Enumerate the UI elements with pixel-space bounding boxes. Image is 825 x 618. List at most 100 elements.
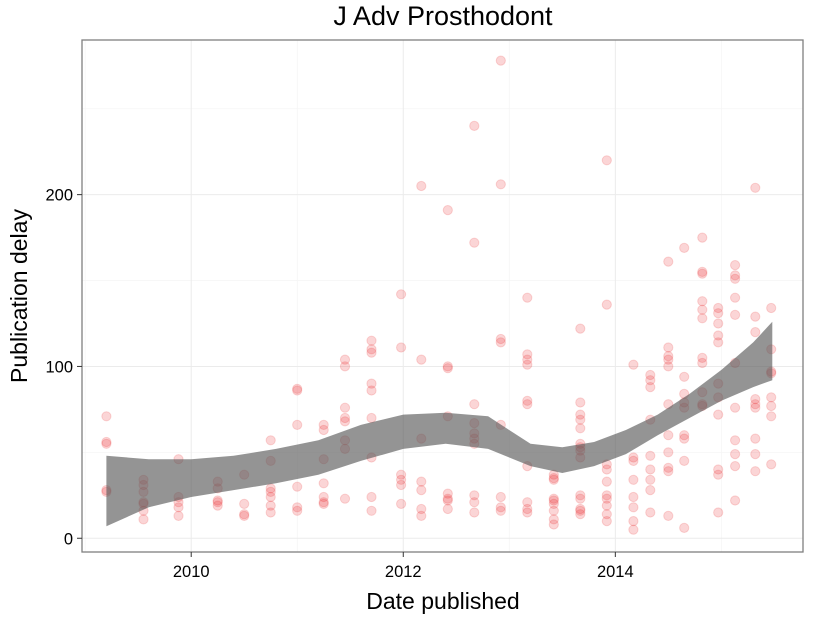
data-point bbox=[366, 347, 377, 358]
data-point bbox=[339, 354, 351, 365]
data-point bbox=[495, 55, 506, 66]
data-point bbox=[697, 268, 708, 279]
data-point bbox=[601, 476, 612, 487]
data-point bbox=[396, 342, 407, 353]
data-point bbox=[339, 361, 351, 372]
data-point bbox=[730, 495, 741, 506]
data-point bbox=[601, 464, 612, 475]
data-point bbox=[766, 400, 777, 412]
x-tick-label: 2014 bbox=[597, 563, 634, 581]
data-point bbox=[318, 497, 329, 508]
data-point bbox=[645, 464, 656, 475]
data-point bbox=[575, 323, 586, 334]
data-point bbox=[750, 466, 761, 477]
data-point bbox=[575, 397, 586, 408]
data-point bbox=[416, 485, 427, 496]
data-point bbox=[366, 335, 377, 346]
data-point bbox=[628, 516, 639, 527]
data-point bbox=[575, 505, 586, 516]
data-point bbox=[601, 500, 612, 511]
data-point bbox=[713, 409, 724, 420]
data-point bbox=[548, 498, 559, 509]
data-point bbox=[318, 419, 329, 430]
x-tick-label: 2012 bbox=[385, 563, 422, 581]
data-point bbox=[339, 416, 351, 427]
data-point bbox=[730, 309, 741, 320]
data-point bbox=[212, 497, 223, 508]
data-point bbox=[469, 507, 480, 518]
data-point bbox=[522, 503, 533, 515]
data-point bbox=[442, 361, 453, 372]
data-point bbox=[713, 464, 724, 475]
data-point bbox=[396, 498, 407, 509]
data-point bbox=[522, 359, 533, 370]
data-point bbox=[318, 424, 329, 436]
data-point bbox=[495, 505, 506, 516]
data-point bbox=[548, 495, 559, 506]
grid bbox=[82, 40, 803, 552]
data-point bbox=[548, 474, 559, 485]
data-point bbox=[522, 497, 533, 508]
data-point bbox=[663, 447, 674, 458]
data-point bbox=[645, 382, 656, 393]
data-point bbox=[679, 433, 690, 444]
data-point bbox=[469, 237, 480, 248]
data-point bbox=[713, 302, 724, 314]
data-point bbox=[679, 430, 690, 441]
data-point bbox=[366, 344, 377, 355]
data-point bbox=[750, 433, 761, 444]
data-point bbox=[645, 507, 656, 518]
data-point bbox=[663, 354, 674, 365]
data-point bbox=[495, 491, 506, 503]
x-axis-title: Date published bbox=[366, 588, 519, 614]
data-point bbox=[469, 490, 480, 501]
data-point bbox=[730, 461, 741, 472]
data-point bbox=[265, 486, 276, 497]
data-point bbox=[663, 256, 674, 267]
data-point bbox=[265, 507, 276, 518]
data-point bbox=[396, 474, 407, 485]
smooth-confidence-ribbon bbox=[106, 321, 773, 527]
data-point bbox=[750, 182, 761, 193]
smooth-ribbon-layer bbox=[106, 321, 773, 527]
data-point bbox=[575, 493, 586, 504]
data-point bbox=[730, 449, 741, 460]
data-point bbox=[442, 363, 453, 374]
data-point bbox=[442, 495, 453, 506]
data-point bbox=[766, 302, 777, 314]
data-point bbox=[713, 469, 724, 480]
data-point bbox=[575, 423, 586, 434]
data-point bbox=[339, 402, 351, 413]
data-point bbox=[663, 361, 674, 372]
data-point bbox=[396, 469, 407, 480]
data-point bbox=[645, 375, 656, 386]
data-point bbox=[628, 491, 639, 503]
data-point bbox=[212, 495, 223, 506]
data-point bbox=[645, 474, 656, 485]
data-point bbox=[575, 414, 586, 425]
data-point bbox=[548, 514, 559, 525]
data-point bbox=[628, 359, 639, 370]
data-point bbox=[628, 474, 639, 485]
y-axis: 0 100 200 bbox=[45, 187, 82, 548]
data-point bbox=[239, 510, 250, 522]
data-point bbox=[442, 503, 453, 515]
data-point bbox=[522, 507, 533, 518]
data-point bbox=[318, 478, 329, 489]
data-point bbox=[318, 498, 329, 509]
data-point bbox=[548, 505, 559, 516]
data-point bbox=[339, 493, 351, 504]
data-point bbox=[548, 493, 559, 504]
data-point bbox=[679, 371, 690, 382]
data-point bbox=[265, 491, 276, 503]
data-point bbox=[697, 352, 708, 363]
y-tick-label: 200 bbox=[45, 187, 73, 205]
data-point bbox=[713, 330, 724, 341]
data-point bbox=[601, 490, 612, 501]
data-point bbox=[239, 509, 250, 520]
data-point bbox=[645, 369, 656, 381]
data-point bbox=[575, 509, 586, 520]
data-point bbox=[239, 498, 250, 509]
data-point bbox=[663, 430, 674, 441]
